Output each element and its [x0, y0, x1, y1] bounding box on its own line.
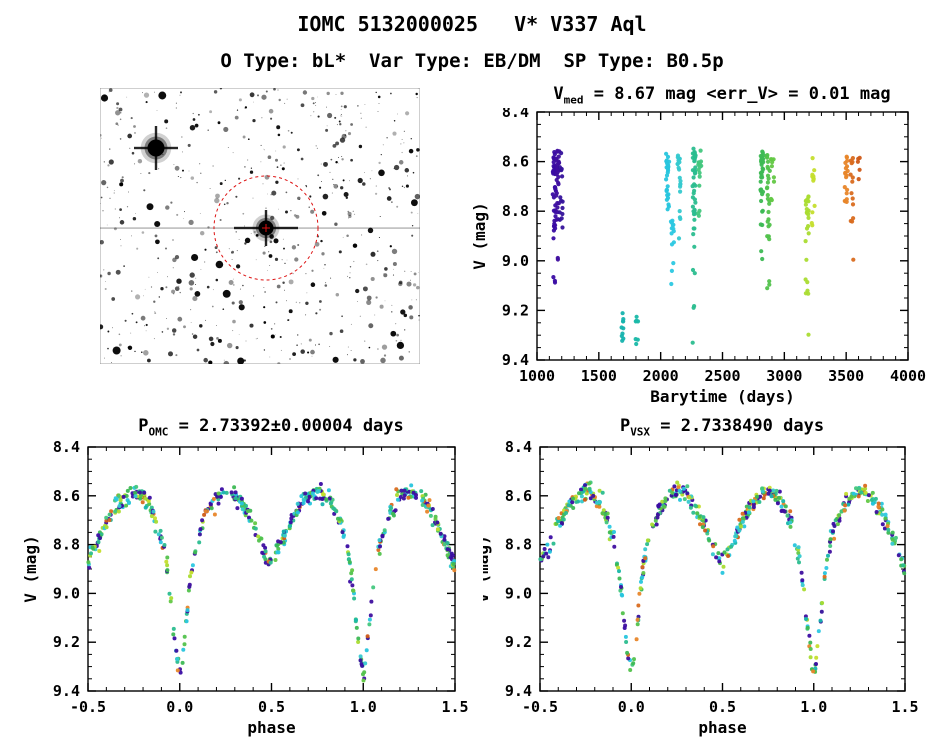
folded-vsx-title-rest: = 2.7338490 days: [650, 416, 825, 436]
svg-text:8.6: 8.6: [505, 487, 532, 505]
time-series-title-rest: = 8.67 mag <err_V> = 0.01 mag: [583, 84, 891, 104]
svg-text:8.6: 8.6: [502, 153, 529, 171]
svg-text:0.0: 0.0: [166, 698, 193, 716]
svg-text:0.0: 0.0: [618, 698, 645, 716]
svg-text:1.0: 1.0: [350, 698, 377, 716]
svg-text:8.8: 8.8: [53, 536, 80, 554]
svg-text:9.2: 9.2: [53, 633, 80, 651]
svg-text:phase: phase: [247, 718, 295, 737]
time-series-title: Vmed = 8.67 mag <err_V> = 0.01 mag: [492, 84, 944, 106]
svg-text:2500: 2500: [704, 367, 740, 385]
svg-text:9.4: 9.4: [502, 351, 529, 369]
svg-text:9.0: 9.0: [505, 584, 532, 602]
finder-chart-image: [100, 88, 420, 364]
svg-text:-0.5: -0.5: [70, 698, 106, 716]
svg-text:1.5: 1.5: [441, 698, 468, 716]
svg-text:8.6: 8.6: [53, 487, 80, 505]
svg-text:8.8: 8.8: [505, 536, 532, 554]
svg-text:0.5: 0.5: [258, 698, 285, 716]
svg-text:8.4: 8.4: [505, 441, 532, 456]
folded-omc-title-prefix: P: [138, 416, 149, 436]
svg-text:Barytime (days): Barytime (days): [650, 387, 795, 406]
time-series-plot: 1000 1500 2000 2500 3000 3500 4000 8.4 8.6 8.8 9.0…: [470, 108, 926, 406]
svg-text:9.4: 9.4: [505, 682, 532, 700]
svg-text:9.4: 9.4: [53, 682, 80, 700]
folded-omc-title: POMC = 2.73392±0.00004 days: [41, 416, 501, 438]
svg-text:phase: phase: [698, 718, 746, 737]
svg-text:1500: 1500: [581, 367, 617, 385]
svg-text:9.2: 9.2: [502, 301, 529, 319]
svg-text:3500: 3500: [828, 367, 864, 385]
folded-vsx-title-prefix: P: [619, 416, 631, 436]
page-subtitle: O Type: bL* Var Type: EB/DM SP Type: B0.…: [220, 50, 724, 72]
svg-text:8.8: 8.8: [502, 202, 529, 220]
time-series-title-prefix: V: [553, 84, 564, 104]
page-title: IOMC 5132000025 V* V337 Aql: [297, 12, 647, 36]
svg-text:4000: 4000: [890, 367, 926, 385]
svg-text:-0.5: -0.5: [522, 698, 558, 716]
svg-text:8.4: 8.4: [53, 441, 80, 456]
svg-text:9.0: 9.0: [53, 584, 80, 602]
svg-text:V (mag): V (mag): [21, 535, 40, 602]
svg-text:9.2: 9.2: [505, 633, 532, 651]
svg-text:1.5: 1.5: [891, 698, 918, 716]
folded-omc-plot: -0.5 0.0 0.5 1.0 1.5 8.4 8.6 8.8 9.0 9.2 9.4 phase V…: [21, 441, 469, 737]
svg-text:9.0: 9.0: [502, 252, 529, 270]
svg-text:8.4: 8.4: [502, 108, 529, 121]
folded-vsx-title-sub: VSX: [630, 425, 651, 439]
folded-omc-title-rest: = 2.73392±0.00004 days: [168, 416, 404, 436]
svg-text:1.0: 1.0: [800, 698, 827, 716]
time-series-title-sub: med: [563, 93, 584, 107]
folded-omc-title-sub: OMC: [148, 425, 169, 439]
folded-vsx-title: PVSX = 2.7338490 days: [492, 416, 944, 438]
svg-text:1000: 1000: [519, 367, 555, 385]
svg-text:2000: 2000: [643, 367, 679, 385]
svg-text:3000: 3000: [766, 367, 802, 385]
svg-text:V (mag): V (mag): [483, 535, 492, 602]
svg-text:0.5: 0.5: [709, 698, 736, 716]
folded-vsx-plot: -0.5 0.0 0.5 1.0 1.5 8.4 8.6 8.8 9.0 9.2 9.4 phase V…: [483, 441, 919, 737]
svg-text:V (mag): V (mag): [470, 202, 489, 269]
